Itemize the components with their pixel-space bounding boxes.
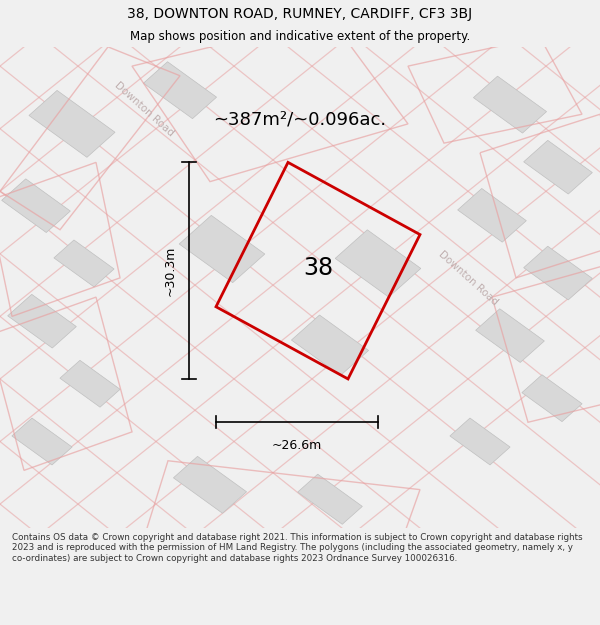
Polygon shape: [2, 179, 70, 232]
Text: 38: 38: [303, 256, 333, 280]
Polygon shape: [450, 418, 510, 465]
Polygon shape: [473, 76, 547, 133]
Polygon shape: [458, 189, 526, 242]
Polygon shape: [524, 141, 592, 194]
Text: ~387m²/~0.096ac.: ~387m²/~0.096ac.: [214, 110, 386, 128]
Text: 38, DOWNTON ROAD, RUMNEY, CARDIFF, CF3 3BJ: 38, DOWNTON ROAD, RUMNEY, CARDIFF, CF3 3…: [127, 7, 473, 21]
Text: Map shows position and indicative extent of the property.: Map shows position and indicative extent…: [130, 30, 470, 43]
Polygon shape: [298, 474, 362, 524]
Text: Contains OS data © Crown copyright and database right 2021. This information is : Contains OS data © Crown copyright and d…: [12, 533, 583, 563]
Polygon shape: [54, 240, 114, 287]
Polygon shape: [335, 230, 421, 297]
Polygon shape: [524, 246, 592, 300]
Text: ~26.6m: ~26.6m: [272, 439, 322, 452]
Polygon shape: [292, 315, 368, 376]
Text: Downton Road: Downton Road: [112, 81, 176, 139]
Polygon shape: [476, 309, 544, 362]
Polygon shape: [179, 216, 265, 282]
Polygon shape: [173, 456, 247, 513]
Polygon shape: [60, 361, 120, 407]
Polygon shape: [143, 62, 217, 119]
Polygon shape: [522, 375, 582, 422]
Polygon shape: [12, 418, 72, 465]
Text: ~30.3m: ~30.3m: [164, 246, 177, 296]
Text: Downton Road: Downton Road: [436, 249, 500, 307]
Polygon shape: [29, 91, 115, 158]
Polygon shape: [8, 294, 76, 348]
